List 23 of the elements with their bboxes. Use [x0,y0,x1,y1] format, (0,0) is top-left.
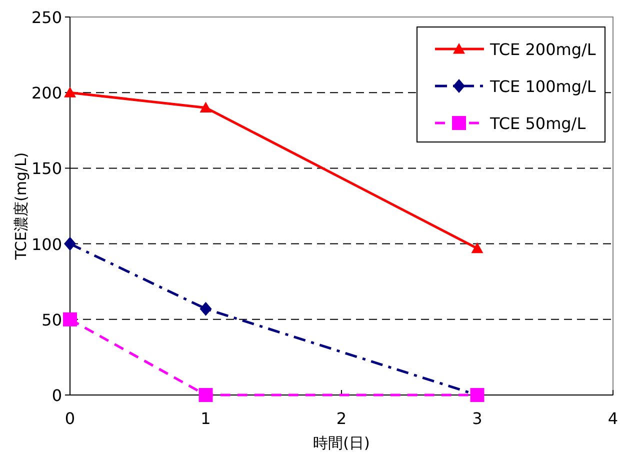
point [200,102,212,113]
y-tick-label: 50 [42,310,62,330]
point [471,242,484,254]
y-tick-label: 100 [31,234,62,254]
point [198,388,213,402]
x-tick-label: 3 [472,409,482,428]
point [64,86,76,98]
y-axis-title: TCE濃度(mg/L) [12,152,30,261]
legend-label: TCE 100mg/L [489,77,596,96]
y-tick-label: 150 [31,159,62,178]
y-tick-label: 200 [31,84,62,103]
x-tick-label: 0 [64,409,76,428]
legend-label: TCE 200mg/L [489,40,596,59]
point [63,312,77,326]
x-tick-label: 4 [608,409,618,428]
x-tick-label: 2 [336,409,347,428]
point [200,302,212,316]
x-tick-label: 1 [200,409,211,428]
legend-label: TCE 50mg/L [489,114,586,133]
x-axis-title: 時間(日) [313,434,370,452]
point [64,236,76,251]
y-tick-label: 250 [31,8,62,27]
y-tick-label: 0 [52,386,62,405]
